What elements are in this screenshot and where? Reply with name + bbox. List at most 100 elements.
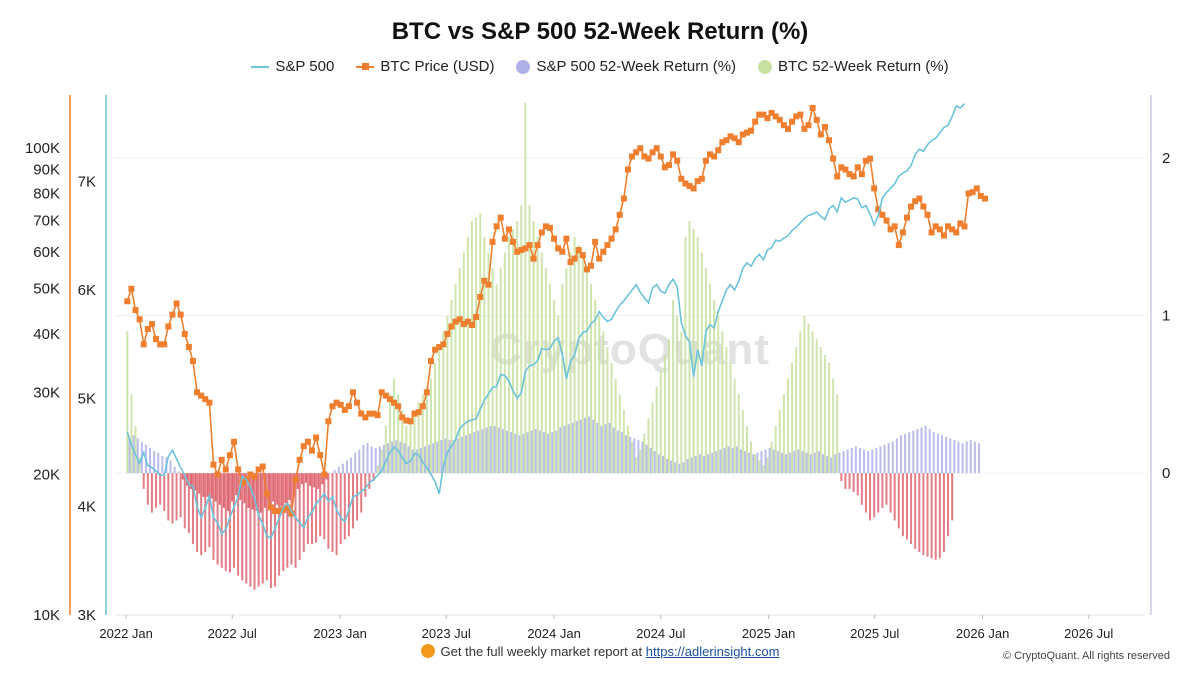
sp500-return-bar bbox=[423, 446, 426, 474]
legend-item-sp-return[interactable]: S&P 500 52-Week Return (%) bbox=[516, 58, 736, 75]
sp500-return-bar bbox=[969, 440, 972, 474]
btc-return-bar bbox=[622, 410, 625, 474]
sp500-return-bar bbox=[181, 473, 184, 480]
btc-price-marker bbox=[969, 189, 976, 196]
legend-label-sp-return: S&P 500 52-Week Return (%) bbox=[536, 58, 737, 75]
legend-item-sp500[interactable]: S&P 500 bbox=[251, 58, 334, 75]
btc-return-bar bbox=[766, 457, 769, 474]
sp500-return-bar bbox=[497, 427, 500, 474]
btc-price-marker bbox=[702, 157, 709, 164]
btc-return-bar bbox=[253, 473, 256, 590]
btc-return-bar bbox=[803, 315, 806, 474]
sp500-return-bar bbox=[608, 422, 611, 474]
sp500-return-bar bbox=[670, 460, 673, 474]
sp500-return-bar bbox=[694, 455, 697, 474]
btc-return-bar bbox=[836, 394, 839, 474]
btc-return-bar bbox=[860, 473, 863, 505]
sp500-return-bar bbox=[153, 451, 156, 474]
x-tick-label: 2026 Jul bbox=[1064, 626, 1113, 641]
sp500-return-bar bbox=[354, 452, 357, 474]
sp500-return-bar bbox=[288, 473, 291, 500]
sp500-return-bar bbox=[666, 459, 669, 474]
btc-price-marker bbox=[965, 190, 972, 197]
sp500-return-bar bbox=[826, 455, 829, 474]
btc-price-marker bbox=[518, 247, 525, 254]
btc-price-marker bbox=[173, 300, 180, 307]
btc-tick-label: 70K bbox=[33, 212, 60, 229]
btc-price-marker bbox=[563, 235, 570, 242]
sp500-return-bar bbox=[863, 449, 866, 474]
btc-price-marker bbox=[546, 224, 553, 231]
btc-return-bar bbox=[491, 268, 494, 474]
btc-tick-label: 40K bbox=[33, 326, 60, 343]
sp500-return-bar bbox=[575, 421, 578, 474]
legend-item-btc[interactable]: BTC Price (USD) bbox=[356, 58, 494, 75]
btc-price-marker bbox=[321, 471, 328, 478]
sp500-return-bar bbox=[883, 444, 886, 474]
sp500-return-bar bbox=[719, 449, 722, 474]
btc-return-bar bbox=[306, 473, 309, 545]
btc-price-marker bbox=[477, 293, 484, 300]
btc-price-marker bbox=[423, 389, 430, 396]
btc-return-bar bbox=[315, 473, 318, 543]
btc-return-bar bbox=[791, 362, 794, 474]
btc-price-marker bbox=[247, 471, 254, 478]
btc-price-marker bbox=[698, 175, 705, 182]
btc-price-marker bbox=[144, 325, 151, 332]
x-tick-label: 2024 Jul bbox=[636, 626, 685, 641]
btc-price-marker bbox=[177, 311, 184, 318]
btc-price-marker bbox=[313, 434, 320, 441]
btc-price-marker bbox=[891, 223, 898, 230]
sp500-return-bar bbox=[600, 425, 603, 474]
btc-price-marker bbox=[596, 255, 603, 262]
btc-price-marker bbox=[883, 217, 890, 224]
btc-return-bar bbox=[717, 315, 720, 474]
btc-return-bar bbox=[877, 473, 880, 513]
btc-return-bar bbox=[885, 473, 888, 505]
btc-return-bar bbox=[786, 378, 789, 474]
btc-price-marker bbox=[308, 447, 315, 454]
btc-price-marker bbox=[674, 157, 681, 164]
sp500-return-bar bbox=[333, 470, 336, 474]
btc-return-bar bbox=[696, 236, 699, 474]
legend-item-btc-return[interactable]: BTC 52-Week Return (%) bbox=[758, 58, 949, 75]
btc-price-marker bbox=[854, 164, 861, 171]
btc-price-marker bbox=[715, 147, 722, 154]
btc-price-marker bbox=[485, 281, 492, 288]
legend-label-sp500: S&P 500 bbox=[275, 58, 335, 75]
btc-price-marker bbox=[526, 242, 533, 249]
sp500-return-bar bbox=[465, 435, 468, 474]
btc-price-marker bbox=[645, 155, 652, 162]
btc-return-bar bbox=[947, 473, 950, 537]
sp500-return-bar bbox=[501, 429, 504, 474]
footer-link[interactable]: https://adlerinsight.com bbox=[645, 644, 780, 659]
sp500-return-bar bbox=[321, 473, 324, 485]
sp500-return-bar bbox=[403, 443, 406, 474]
btc-return-bar bbox=[257, 473, 260, 587]
btc-price-marker bbox=[440, 341, 447, 348]
btc-price-marker bbox=[350, 389, 357, 396]
btc-return-bar bbox=[618, 394, 621, 474]
btc-price-marker bbox=[973, 185, 980, 192]
btc-price-marker bbox=[912, 198, 919, 205]
btc-price-marker bbox=[489, 238, 496, 245]
btc-price-marker bbox=[185, 344, 192, 351]
btc-return-bar bbox=[733, 378, 736, 474]
btc-price-marker bbox=[670, 151, 677, 158]
btc-price-marker bbox=[276, 508, 283, 515]
sp500-return-bar bbox=[604, 424, 607, 474]
btc-return-bar bbox=[405, 425, 408, 474]
sp500-return-bar bbox=[226, 473, 229, 511]
btc-return-bar bbox=[343, 473, 346, 540]
x-tick-label: 2024 Jan bbox=[527, 626, 581, 641]
btc-price-marker bbox=[928, 229, 935, 236]
sp500-return-bar bbox=[723, 447, 726, 474]
btc-return-bar bbox=[241, 473, 244, 581]
btc-return-bar bbox=[758, 460, 761, 474]
sp500-return-bar bbox=[637, 440, 640, 474]
btc-return-bar bbox=[220, 473, 223, 568]
btc-return-bar bbox=[713, 299, 716, 474]
sp500-return-bar bbox=[440, 440, 443, 474]
btc-return-bar bbox=[631, 441, 634, 474]
btc-return-bar bbox=[450, 299, 453, 474]
